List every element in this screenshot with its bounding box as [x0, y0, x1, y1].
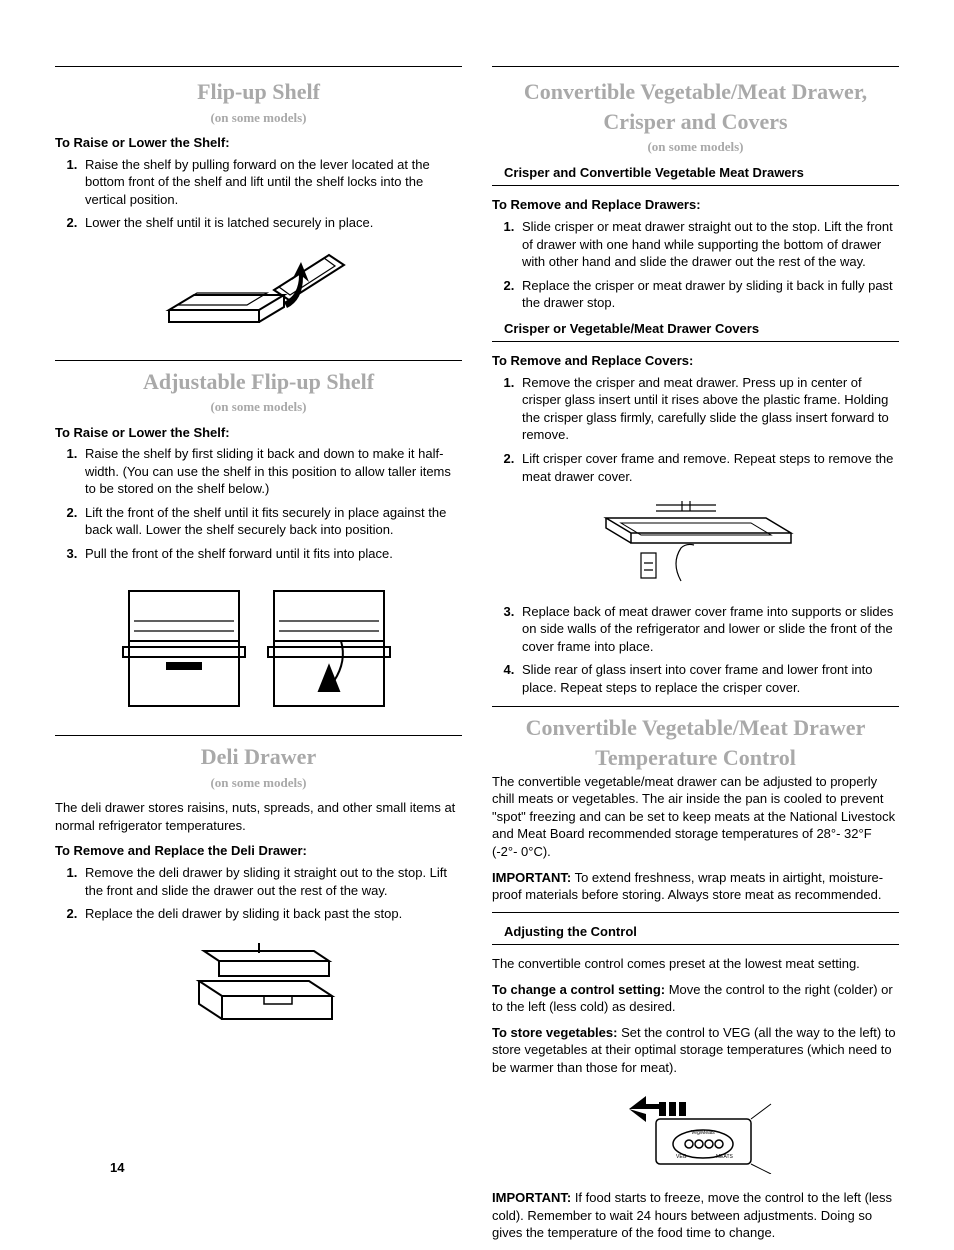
list-item: Raise the shelf by pulling forward on th… [81, 156, 462, 209]
rule [55, 360, 462, 361]
conv-subtitle: (on some models) [492, 138, 899, 156]
flip-shelf-figure [55, 240, 462, 350]
deli-drawer-illustration [174, 931, 344, 1031]
deli-title: Deli Drawer [55, 742, 462, 772]
adj-flip-shelf-illustration [109, 571, 409, 721]
temp-important2: IMPORTANT: If food starts to freeze, mov… [492, 1189, 899, 1242]
svg-text:MEATS: MEATS [716, 1154, 734, 1160]
temp-change: To change a control setting: Move the co… [492, 981, 899, 1016]
adj-flip-shelf-heading: To Raise or Lower the Shelf: [55, 424, 462, 442]
deli-heading: To Remove and Replace the Deli Drawer: [55, 842, 462, 860]
flip-shelf-title: Flip-up Shelf [55, 77, 462, 107]
deli-subtitle: (on some models) [55, 774, 462, 792]
adj-flip-shelf-steps: Raise the shelf by first sliding it back… [55, 445, 462, 562]
deli-intro: The deli drawer stores raisins, nuts, sp… [55, 799, 462, 834]
list-item: Raise the shelf by first sliding it back… [81, 445, 462, 498]
list-item: Slide rear of glass insert into cover fr… [518, 661, 899, 696]
flip-shelf-illustration [159, 240, 359, 345]
important-label: IMPORTANT: [492, 870, 571, 885]
right-column: Convertible Vegetable/Meat Drawer, Crisp… [492, 60, 899, 1250]
list-item: Remove the crisper and meat drawer. Pres… [518, 374, 899, 444]
conv-sub2: Crisper or Vegetable/Meat Drawer Covers [504, 320, 899, 338]
rule [492, 185, 899, 186]
left-column: Flip-up Shelf (on some models) To Raise … [55, 60, 462, 1250]
conv-steps2a: Remove the crisper and meat drawer. Pres… [492, 374, 899, 485]
adj-flip-shelf-subtitle: (on some models) [55, 398, 462, 416]
temp-important: IMPORTANT: To extend freshness, wrap mea… [492, 869, 899, 904]
cover-remove-illustration [586, 493, 806, 588]
list-item: Replace the deli drawer by sliding it ba… [81, 905, 462, 923]
conv-sub1: Crisper and Convertible Vegetable Meat D… [504, 164, 899, 182]
rule [55, 735, 462, 736]
conv-steps1: Slide crisper or meat drawer straight ou… [492, 218, 899, 312]
page-number: 14 [110, 1159, 124, 1177]
flip-shelf-subtitle: (on some models) [55, 109, 462, 127]
adj-flip-shelf-figure [55, 571, 462, 726]
adj-flip-shelf-title: Adjustable Flip-up Shelf [55, 367, 462, 397]
important2-label: IMPORTANT: [492, 1190, 571, 1205]
list-item: Slide crisper or meat drawer straight ou… [518, 218, 899, 271]
list-item: Lift the front of the shelf until it fit… [81, 504, 462, 539]
rule [492, 341, 899, 342]
deli-steps: Remove the deli drawer by sliding it str… [55, 864, 462, 923]
temp-title: Convertible Vegetable/Meat Drawer Temper… [492, 713, 899, 772]
rule [492, 912, 899, 913]
conv-title: Convertible Vegetable/Meat Drawer, Crisp… [492, 77, 899, 136]
flip-shelf-steps: Raise the shelf by pulling forward on th… [55, 156, 462, 232]
list-item: Pull the front of the shelf forward unti… [81, 545, 462, 563]
svg-text:Veg/Meats: Veg/Meats [691, 1130, 715, 1136]
deli-figure [55, 931, 462, 1036]
page-content: Flip-up Shelf (on some models) To Raise … [55, 60, 899, 1250]
control-figure: Veg/Meats VEG MEATS [492, 1084, 899, 1179]
rule [492, 706, 899, 707]
temp-p1: The convertible vegetable/meat drawer ca… [492, 773, 899, 861]
cover-figure [492, 493, 899, 593]
conv-heading1: To Remove and Replace Drawers: [492, 196, 899, 214]
temp-sub: Adjusting the Control [504, 923, 899, 941]
temp-veg: To store vegetables: Set the control to … [492, 1024, 899, 1077]
temp-p2: The convertible control comes preset at … [492, 955, 899, 973]
veg-label: To store vegetables: [492, 1025, 617, 1040]
conv-steps2b: Replace back of meat drawer cover frame … [492, 603, 899, 697]
list-item: Replace the crisper or meat drawer by sl… [518, 277, 899, 312]
temperature-control-illustration: Veg/Meats VEG MEATS [611, 1084, 781, 1174]
conv-heading2: To Remove and Replace Covers: [492, 352, 899, 370]
rule [492, 66, 899, 67]
flip-shelf-heading: To Raise or Lower the Shelf: [55, 134, 462, 152]
list-item: Lift crisper cover frame and remove. Rep… [518, 450, 899, 485]
list-item: Remove the deli drawer by sliding it str… [81, 864, 462, 899]
rule [55, 66, 462, 67]
list-item: Lower the shelf until it is latched secu… [81, 214, 462, 232]
change-label: To change a control setting: [492, 982, 665, 997]
list-item: Replace back of meat drawer cover frame … [518, 603, 899, 656]
rule [492, 944, 899, 945]
svg-text:VEG: VEG [676, 1154, 687, 1160]
